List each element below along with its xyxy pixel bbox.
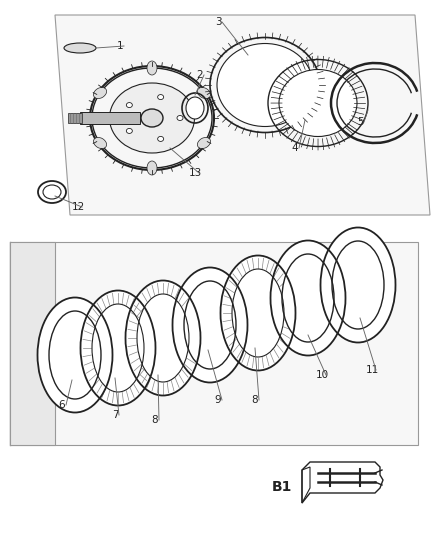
- Polygon shape: [10, 242, 418, 445]
- Ellipse shape: [64, 43, 96, 53]
- Ellipse shape: [220, 255, 296, 370]
- Ellipse shape: [110, 83, 194, 153]
- Ellipse shape: [126, 280, 201, 395]
- Text: 6: 6: [59, 400, 65, 410]
- Ellipse shape: [147, 161, 157, 175]
- Text: 1: 1: [117, 41, 124, 51]
- Ellipse shape: [93, 138, 106, 149]
- Ellipse shape: [321, 228, 396, 343]
- Text: 8: 8: [152, 415, 158, 425]
- Text: 7: 7: [112, 410, 118, 420]
- Ellipse shape: [177, 116, 183, 120]
- Ellipse shape: [126, 102, 132, 108]
- Text: 13: 13: [188, 168, 201, 178]
- Polygon shape: [10, 242, 55, 445]
- Text: 10: 10: [315, 370, 328, 380]
- Ellipse shape: [198, 138, 211, 149]
- Ellipse shape: [81, 290, 155, 406]
- Ellipse shape: [147, 61, 157, 75]
- Polygon shape: [55, 15, 430, 215]
- Text: 5: 5: [357, 117, 363, 127]
- Text: 2: 2: [197, 70, 203, 80]
- Text: 4: 4: [292, 143, 298, 153]
- Ellipse shape: [184, 281, 236, 369]
- Ellipse shape: [93, 87, 106, 99]
- Ellipse shape: [137, 294, 189, 382]
- Text: B1: B1: [272, 480, 292, 494]
- Ellipse shape: [279, 69, 357, 136]
- Bar: [80, 112, 140, 124]
- Ellipse shape: [38, 297, 113, 413]
- Bar: [68, 113, 82, 123]
- Ellipse shape: [282, 254, 334, 342]
- Ellipse shape: [43, 185, 61, 199]
- Text: 11: 11: [365, 365, 378, 375]
- Ellipse shape: [126, 128, 132, 133]
- Ellipse shape: [158, 136, 164, 141]
- Text: 9: 9: [215, 395, 221, 405]
- Ellipse shape: [49, 311, 101, 399]
- Text: 12: 12: [71, 202, 85, 212]
- Ellipse shape: [217, 44, 313, 126]
- Ellipse shape: [158, 94, 164, 100]
- Text: 8: 8: [252, 395, 258, 405]
- Ellipse shape: [92, 304, 144, 392]
- Text: 3: 3: [215, 17, 221, 27]
- Ellipse shape: [232, 269, 284, 357]
- Ellipse shape: [173, 268, 247, 383]
- Ellipse shape: [271, 240, 346, 356]
- Ellipse shape: [186, 97, 204, 119]
- Ellipse shape: [332, 241, 384, 329]
- Ellipse shape: [198, 87, 211, 99]
- Ellipse shape: [141, 109, 163, 127]
